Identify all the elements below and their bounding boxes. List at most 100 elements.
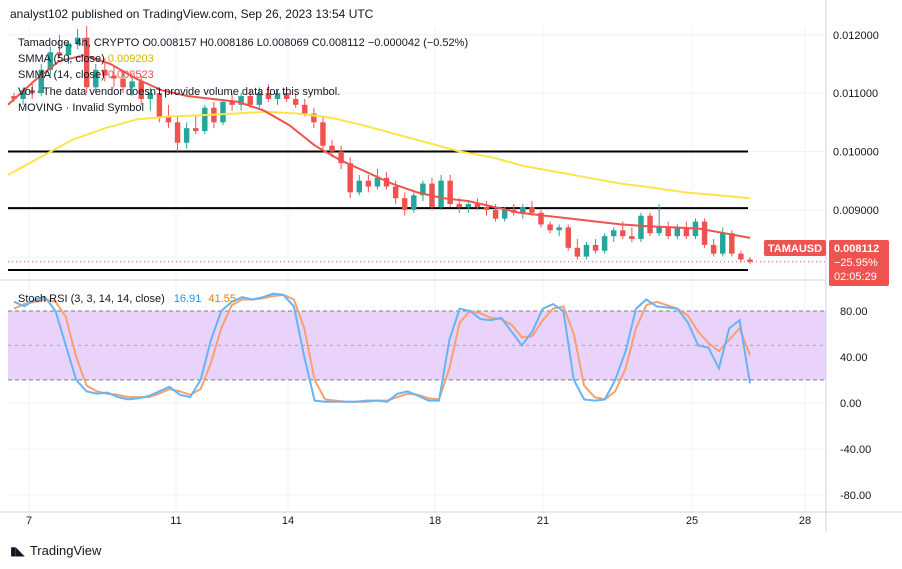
candle-body xyxy=(256,93,263,105)
candle-body xyxy=(620,230,626,237)
candle-body xyxy=(265,93,272,99)
symbol-ohlc-legend: Tamadoge, 4h, CRYPTO O0.008157 H0.008186… xyxy=(18,37,469,49)
candle-body xyxy=(138,81,144,99)
candle-body xyxy=(710,244,717,254)
rsi-tick-label: 0.00 xyxy=(840,398,861,410)
candle-body xyxy=(74,37,81,44)
smma14-value: 0.008523 xyxy=(107,69,154,81)
candle-body xyxy=(683,227,690,237)
candle-body xyxy=(174,122,181,143)
candle-body xyxy=(147,93,154,99)
candle-body xyxy=(193,128,199,132)
time-tick-label: 21 xyxy=(537,515,549,527)
candle-body xyxy=(447,180,453,205)
candle-body xyxy=(420,183,426,196)
candle-body xyxy=(47,52,54,70)
candle-body xyxy=(20,90,26,99)
tradingview-brand[interactable]: ▮◣ TradingView xyxy=(10,543,101,558)
volume-legend: Vol · The data vendor doesn't provide vo… xyxy=(18,86,341,98)
candle-body xyxy=(556,227,562,231)
candle-body xyxy=(638,215,644,240)
price-tag-bg xyxy=(829,240,889,286)
candle-body xyxy=(311,113,317,123)
candle-body xyxy=(229,101,235,105)
price-tick-label: 0.009000 xyxy=(833,205,879,217)
stoch-d-value: 41.55 xyxy=(208,293,236,305)
horizontal-levels xyxy=(8,150,748,271)
smma14-label: SMMA (14, close) xyxy=(18,69,105,81)
candle-body xyxy=(729,233,735,254)
candle-body xyxy=(111,75,117,79)
moving-averages xyxy=(7,54,751,239)
candle-body xyxy=(438,180,444,207)
candle-body xyxy=(274,93,281,99)
candle-body xyxy=(302,104,308,114)
candle-body xyxy=(583,244,590,257)
candle-body xyxy=(283,93,290,99)
time-tick-label: 14 xyxy=(282,515,294,527)
tradingview-logo-icon: ▮◣ xyxy=(10,543,25,558)
smma50-legend: SMMA (50, close) 0.009203 xyxy=(18,53,154,65)
candle-body xyxy=(601,236,608,251)
stoch-rsi-lines xyxy=(13,292,751,403)
time-tick-label: 11 xyxy=(170,515,181,527)
candle-body xyxy=(574,247,581,257)
candle-body xyxy=(329,145,335,152)
candle-body xyxy=(538,212,544,225)
rsi-tick-label: 40.00 xyxy=(840,352,868,364)
candle-body xyxy=(747,259,753,262)
candle-body xyxy=(520,206,526,213)
candle-body xyxy=(592,244,599,251)
candle-body xyxy=(656,227,662,234)
candle-body xyxy=(529,206,535,213)
candle-body xyxy=(483,206,490,210)
bar-countdown-label: 02:05:29 xyxy=(834,271,877,283)
candle-body xyxy=(647,215,653,234)
candle-body xyxy=(720,233,726,254)
candle-body xyxy=(220,101,226,123)
time-tick-label: 25 xyxy=(686,515,698,527)
stoch-k-value: 16.91 xyxy=(173,293,202,305)
candle-body xyxy=(29,90,35,94)
candle-body xyxy=(547,224,553,231)
rsi-tick-label: 80.00 xyxy=(840,306,868,318)
candle-body xyxy=(238,96,244,105)
stoch-rsi-legend: Stoch RSI (3, 3, 14, 14, close) 16.91 41… xyxy=(18,293,236,305)
rsi-tick-label: -40.00 xyxy=(840,444,871,456)
candlesticks xyxy=(8,26,826,265)
candle-body xyxy=(365,180,372,187)
stoch-rsi-band xyxy=(8,310,826,381)
candle-body xyxy=(738,253,744,260)
stoch-k-line xyxy=(13,292,751,403)
time-tick-label: 7 xyxy=(26,515,32,527)
candle-body xyxy=(392,186,399,199)
price-tick-label: 0.010000 xyxy=(833,147,879,159)
candle-body xyxy=(165,116,172,123)
time-tick-label: 18 xyxy=(429,515,441,527)
candle-body xyxy=(56,52,63,56)
time-tick-label: 28 xyxy=(799,515,811,527)
stoch-rsi-label: Stoch RSI (3, 3, 14, 14, close) xyxy=(18,293,165,305)
candle-body xyxy=(320,122,326,146)
symbol-tag-bg xyxy=(764,240,826,256)
candle-body xyxy=(120,78,126,88)
candle-body xyxy=(247,96,253,105)
candle-body xyxy=(465,204,472,207)
price-tick-label: 0.012000 xyxy=(833,30,879,42)
candle-body xyxy=(492,209,499,219)
tradingview-brand-name: TradingView xyxy=(29,543,102,558)
candle-body xyxy=(65,43,72,56)
candle-body xyxy=(292,98,299,105)
candle-body xyxy=(102,69,108,76)
candle-body xyxy=(629,236,635,240)
candle-body xyxy=(411,195,417,210)
candle-body xyxy=(129,81,135,88)
candle-body xyxy=(338,151,344,164)
smma50-value: 0.009203 xyxy=(107,53,154,65)
smma50-label: SMMA (50, close) xyxy=(18,53,105,65)
candle-body xyxy=(701,221,708,245)
price-change-label: −25.95% xyxy=(834,257,878,269)
candle-body xyxy=(202,107,208,132)
candle-body xyxy=(456,204,462,207)
